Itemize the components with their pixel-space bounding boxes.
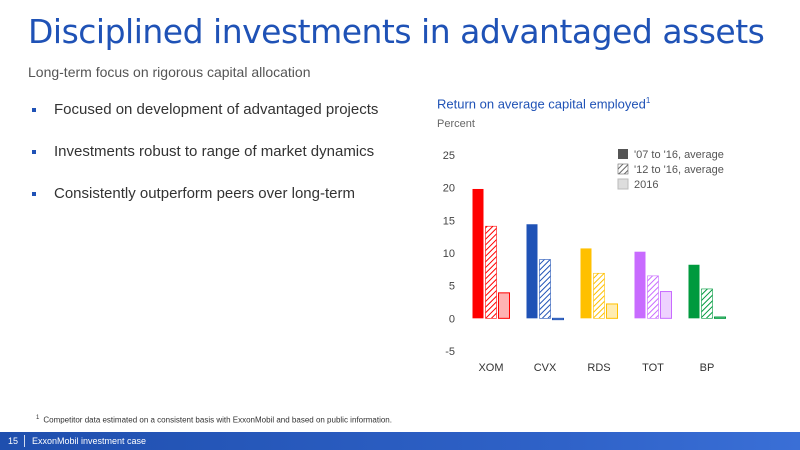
y-tick-label: 0 — [449, 313, 455, 325]
chart-title-footnote-marker: 1 — [645, 96, 651, 105]
legend-swatch-series-1 — [618, 149, 628, 159]
footnote-marker: 1 — [36, 415, 40, 421]
y-tick-label: 25 — [443, 150, 455, 162]
bullet-square-icon — [32, 108, 36, 112]
bullet-item: Consistently outperform peers over long-… — [32, 184, 378, 204]
y-tick-label: 20 — [443, 183, 455, 195]
bar-cvx-series-2 — [539, 259, 551, 319]
chart-y-unit: Percent — [437, 118, 475, 130]
bullet-text: Investments robust to range of market dy… — [54, 143, 375, 160]
bar-xom-series-3 — [498, 292, 510, 319]
bullet-item: Investments robust to range of market dy… — [32, 142, 378, 162]
y-tick-label: 10 — [443, 248, 455, 260]
chart-title: Return on average capital employed1 — [437, 96, 650, 111]
footer-bar: 15 ExxonMobil investment case — [0, 432, 800, 450]
slide-title: Disciplined investments in advantaged as… — [28, 12, 765, 51]
footnote-text: Competitor data estimated on a consisten… — [43, 415, 392, 425]
legend-swatch-series-3 — [617, 178, 629, 190]
page-number: 15 — [8, 436, 19, 446]
legend-swatch-series-2 — [617, 163, 629, 175]
bar-bp-series-1 — [688, 264, 700, 319]
bar-bp-series-3 — [714, 316, 726, 319]
footer-divider — [24, 435, 25, 447]
x-tick-label-bp: BP — [700, 362, 715, 374]
slide-subtitle: Long-term focus on rigorous capital allo… — [28, 64, 311, 80]
bar-rds-series-1 — [580, 248, 592, 319]
bar-tot-series-2 — [647, 275, 659, 319]
bullet-square-icon — [32, 192, 36, 196]
y-tick-label: 5 — [449, 281, 455, 293]
legend-label-series-3: 2016 — [634, 179, 658, 191]
legend-label-series-2: '12 to '16, average — [634, 164, 724, 176]
bar-bp-series-2 — [701, 288, 713, 319]
bar-tot-series-3 — [660, 291, 672, 319]
bar-cvx-series-1 — [526, 224, 538, 319]
y-tick-label: -5 — [445, 346, 455, 358]
x-tick-label-rds: RDS — [587, 362, 610, 374]
bar-cvx-series-3 — [552, 317, 564, 321]
x-tick-label-tot: TOT — [642, 362, 664, 374]
bullet-list: Focused on development of advantaged pro… — [32, 100, 378, 226]
bar-rds-series-3 — [606, 303, 618, 319]
legend-label-series-1: '07 to '16, average — [634, 149, 724, 161]
bullet-text: Consistently outperform peers over long-… — [54, 185, 355, 202]
footnote: 1 Competitor data estimated on a consiste… — [36, 415, 392, 425]
bar-rds-series-2 — [593, 272, 605, 319]
bar-xom-series-2 — [485, 225, 497, 319]
footer-label: ExxonMobil investment case — [32, 436, 147, 446]
y-tick-label: 15 — [443, 215, 455, 227]
x-tick-label-xom: XOM — [478, 362, 503, 374]
bullet-square-icon — [32, 150, 36, 154]
x-tick-label-cvx: CVX — [534, 362, 557, 374]
bullet-item: Focused on development of advantaged pro… — [32, 100, 378, 120]
chart-title-text: Return on average capital employed — [437, 96, 646, 112]
bullet-text: Focused on development of advantaged pro… — [54, 101, 379, 118]
bar-tot-series-1 — [634, 251, 646, 319]
bar-xom-series-1 — [472, 188, 484, 319]
